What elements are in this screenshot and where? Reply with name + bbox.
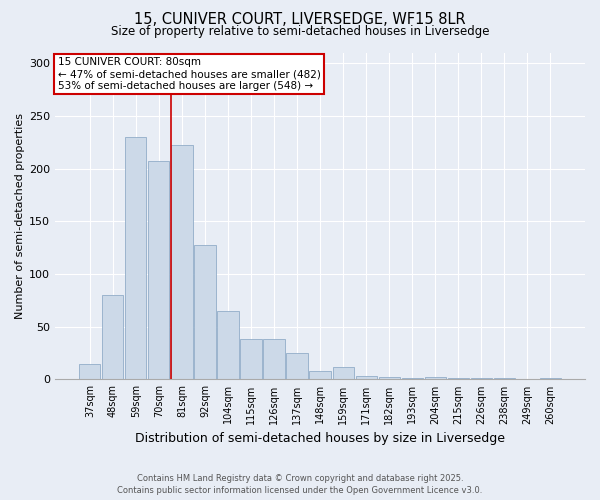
Bar xyxy=(470,378,492,380)
Bar xyxy=(494,378,515,380)
Bar xyxy=(102,295,124,380)
Bar xyxy=(540,378,561,380)
X-axis label: Distribution of semi-detached houses by size in Liversedge: Distribution of semi-detached houses by … xyxy=(135,432,505,445)
Bar xyxy=(448,378,469,380)
Bar xyxy=(241,340,262,380)
Bar xyxy=(79,364,100,380)
Y-axis label: Number of semi-detached properties: Number of semi-detached properties xyxy=(15,113,25,319)
Bar xyxy=(401,378,423,380)
Bar xyxy=(194,246,215,380)
Bar xyxy=(125,137,146,380)
Text: 15 CUNIVER COURT: 80sqm
← 47% of semi-detached houses are smaller (482)
53% of s: 15 CUNIVER COURT: 80sqm ← 47% of semi-de… xyxy=(58,58,320,90)
Bar xyxy=(310,371,331,380)
Text: 15, CUNIVER COURT, LIVERSEDGE, WF15 8LR: 15, CUNIVER COURT, LIVERSEDGE, WF15 8LR xyxy=(134,12,466,28)
Bar xyxy=(217,311,239,380)
Bar xyxy=(379,378,400,380)
Bar xyxy=(148,161,169,380)
Text: Contains HM Land Registry data © Crown copyright and database right 2025.
Contai: Contains HM Land Registry data © Crown c… xyxy=(118,474,482,495)
Bar xyxy=(425,378,446,380)
Bar xyxy=(356,376,377,380)
Bar xyxy=(286,353,308,380)
Bar xyxy=(263,340,284,380)
Text: Size of property relative to semi-detached houses in Liversedge: Size of property relative to semi-detach… xyxy=(111,25,489,38)
Bar xyxy=(172,146,193,380)
Bar xyxy=(332,367,353,380)
